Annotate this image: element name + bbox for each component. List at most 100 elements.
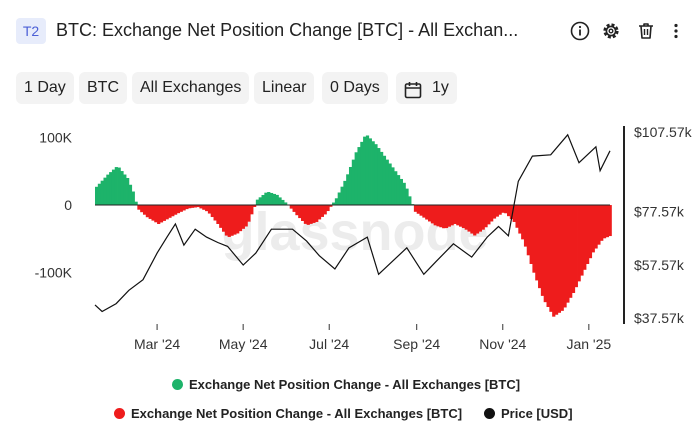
- net-position-bar: [594, 205, 598, 249]
- net-position-bar: [419, 205, 423, 216]
- net-position-bar: [292, 205, 296, 212]
- scale-selector[interactable]: Linear: [254, 72, 315, 104]
- net-position-bar: [221, 205, 226, 232]
- net-position-bar: [523, 205, 528, 247]
- net-position-bar: [148, 205, 152, 219]
- net-position-bar: [490, 205, 494, 222]
- net-position-bar: [278, 197, 282, 206]
- net-position-bar: [580, 205, 584, 276]
- net-position-bar: [159, 205, 164, 223]
- net-position-bar: [422, 205, 426, 218]
- net-position-bar: [602, 205, 607, 239]
- net-position-bar: [320, 205, 324, 217]
- info-icon[interactable]: [568, 19, 592, 43]
- net-position-bar: [388, 163, 392, 206]
- net-position-bar: [196, 205, 200, 208]
- net-position-bar: [481, 205, 485, 230]
- trash-icon[interactable]: [634, 19, 658, 43]
- y-right-tick-label: $57.57k: [634, 257, 685, 273]
- net-position-bar: [574, 205, 578, 288]
- net-position-bar: [540, 205, 545, 296]
- net-position-bar: [484, 205, 488, 228]
- net-position-bar: [467, 205, 471, 232]
- net-position-bar: [588, 205, 593, 259]
- net-position-bar: [95, 186, 99, 206]
- net-position-bar: [408, 196, 412, 206]
- net-position-bar: [543, 205, 547, 303]
- net-position-bars: [95, 135, 612, 317]
- legend-negative[interactable]: Exchange Net Position Change - All Excha…: [114, 406, 462, 421]
- net-position-bar: [535, 205, 539, 281]
- net-position-bar: [137, 205, 141, 210]
- net-position-bar: [117, 167, 121, 206]
- net-position-bar: [295, 205, 299, 216]
- legend-positive[interactable]: Exchange Net Position Change - All Excha…: [172, 377, 520, 392]
- net-position-bar: [154, 205, 158, 223]
- net-position-bar: [597, 205, 601, 245]
- net-position-bar: [126, 177, 130, 206]
- net-position-bar: [447, 205, 451, 227]
- net-position-bar: [461, 205, 466, 229]
- net-position-bar: [114, 167, 118, 206]
- net-position-bar: [109, 172, 113, 206]
- net-position-bar: [289, 205, 293, 209]
- net-position-bar: [261, 195, 265, 206]
- net-position-bar: [207, 205, 212, 214]
- gear-icon[interactable]: [599, 19, 623, 43]
- legend-positive-swatch: [172, 379, 183, 390]
- more-vertical-icon[interactable]: [664, 19, 688, 43]
- resolution-selector[interactable]: 1 Day: [16, 72, 74, 104]
- net-position-bar: [199, 205, 203, 209]
- net-position-bar: [193, 205, 197, 208]
- net-position-bar: [554, 205, 559, 315]
- net-position-bar: [216, 205, 220, 224]
- net-position-bar: [185, 205, 189, 210]
- net-position-bar: [586, 205, 590, 264]
- net-position-bar: [250, 205, 254, 215]
- net-position-bar: [498, 205, 502, 215]
- asset-selector[interactable]: BTC: [79, 72, 127, 104]
- net-position-bar: [165, 205, 169, 220]
- net-position-bar: [464, 205, 468, 230]
- net-position-bar: [264, 192, 268, 206]
- net-position-bar: [188, 205, 192, 209]
- y-right-tick-label: $107.57k: [634, 124, 693, 140]
- net-position-bar: [281, 199, 285, 206]
- net-position-bar: [213, 205, 217, 221]
- net-position-bar: [337, 192, 341, 206]
- legend-price-label: Price [USD]: [501, 406, 573, 421]
- net-position-bar: [549, 205, 553, 312]
- net-position-bar: [512, 205, 516, 222]
- legend-price[interactable]: Price [USD]: [484, 406, 573, 421]
- sma-selector[interactable]: 0 Days: [322, 72, 388, 104]
- chart-header: T2 BTC: Exchange Net Position Change [BT…: [16, 16, 684, 46]
- net-position-bar: [351, 159, 356, 206]
- net-position-bar: [284, 202, 288, 206]
- net-position-bar: [100, 180, 104, 206]
- y-right-tick-label: $37.57k: [634, 310, 685, 326]
- net-position-bar: [253, 205, 257, 207]
- exchange-selector[interactable]: All Exchanges: [132, 72, 250, 104]
- legend-price-swatch: [484, 408, 495, 419]
- net-position-bar: [504, 205, 508, 214]
- net-position-bar: [425, 205, 429, 220]
- net-position-bar: [385, 159, 389, 206]
- net-position-bar: [210, 205, 214, 218]
- net-position-bar: [171, 205, 175, 217]
- net-position-bar: [343, 180, 347, 206]
- y-right-tick-label: $77.57k: [634, 204, 685, 220]
- net-position-bar: [509, 205, 514, 220]
- net-position-bar: [456, 205, 460, 226]
- price-series-line: [94, 133, 611, 313]
- net-position-bar: [306, 205, 310, 225]
- net-position-bar: [377, 148, 381, 206]
- net-position-bar: [120, 171, 124, 206]
- legend-negative-swatch: [114, 408, 125, 419]
- net-position-bar: [190, 205, 195, 208]
- net-position-bar: [450, 205, 454, 226]
- chart-toolbar: 1 Day BTC All Exchanges Linear 0 Days 1y: [16, 72, 684, 104]
- legend-positive-label: Exchange Net Position Change - All Excha…: [189, 377, 521, 392]
- net-position-bar: [202, 205, 206, 210]
- date-range-selector[interactable]: 1y: [396, 72, 457, 104]
- y-left-tick-label: 0: [64, 197, 72, 213]
